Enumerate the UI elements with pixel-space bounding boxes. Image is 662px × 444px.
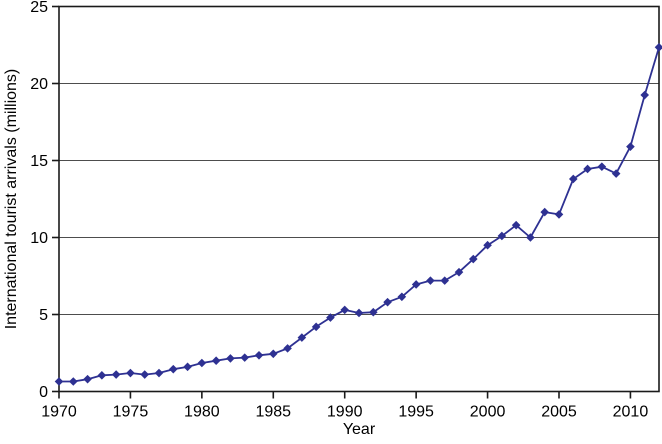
data-point-marker — [311, 322, 321, 332]
x-tick-label: 1970 — [41, 404, 77, 421]
data-point-marker — [454, 267, 464, 277]
y-axis-title: International tourist arrivals (millions… — [3, 69, 20, 330]
x-tick-label: 1995 — [398, 404, 434, 421]
plot-border — [58, 5, 660, 393]
data-point-marker — [354, 308, 364, 318]
x-tick-label: 2005 — [541, 404, 577, 421]
data-point-marker — [68, 377, 78, 386]
data-point-marker — [540, 207, 550, 217]
plot-area: 0 5 10 15 20 25 1970 1975 1980 1985 1990 1995 2000 20… — [30, 0, 662, 421]
x-tick-label: 1980 — [184, 404, 220, 421]
data-point-marker — [626, 142, 635, 151]
data-point-marker — [183, 362, 192, 372]
data-point-marker — [268, 349, 278, 359]
y-tick-label: 15 — [30, 153, 48, 170]
y-tick-label: 20 — [30, 76, 48, 93]
data-point-marker — [526, 233, 535, 242]
data-point-marker — [554, 210, 564, 219]
y-tick-label: 25 — [30, 0, 48, 16]
data-point-marker — [54, 377, 64, 386]
data-point-marker — [468, 254, 478, 264]
data-point-marker — [254, 351, 264, 360]
x-tick-label: 1990 — [327, 404, 363, 421]
data-point-marker — [611, 169, 621, 178]
data-point-marker — [640, 90, 650, 100]
data-point-marker — [283, 344, 292, 353]
data-point-marker — [240, 353, 250, 362]
data-point-marker — [297, 333, 307, 342]
data-point-marker — [326, 313, 335, 322]
data-point-marker — [411, 280, 421, 289]
x-tick-label: 1985 — [255, 404, 291, 421]
y-tick-label: 10 — [30, 230, 48, 247]
data-point-marker — [126, 368, 135, 378]
data-point-marker — [368, 307, 378, 317]
data-point-marker — [211, 356, 221, 365]
data-point-marker — [340, 305, 350, 315]
data-series-line — [59, 47, 660, 383]
data-point-marker — [111, 370, 121, 379]
data-point-marker — [597, 162, 607, 171]
data-point-marker — [654, 43, 662, 52]
data-point-marker — [483, 240, 492, 250]
data-point-marker — [226, 354, 235, 363]
data-point-marker — [426, 276, 435, 285]
data-point-marker — [440, 276, 450, 285]
data-point-marker — [154, 368, 164, 378]
x-tick-label: 2000 — [470, 404, 506, 421]
data-point-marker — [197, 358, 207, 368]
x-tick-label: 2010 — [613, 404, 649, 421]
data-point-marker — [583, 164, 592, 174]
y-tick-label: 5 — [39, 307, 48, 324]
data-point-marker — [168, 364, 178, 374]
data-point-marker — [83, 374, 92, 384]
data-point-marker — [568, 174, 578, 184]
data-point-marker — [511, 220, 521, 230]
data-point-marker — [140, 370, 150, 379]
data-point-marker — [383, 297, 392, 307]
x-tick-label: 1975 — [113, 404, 149, 421]
x-axis-title: Year — [343, 421, 376, 438]
data-point-marker — [97, 371, 107, 380]
y-tick-label: 0 — [39, 384, 48, 401]
data-point-marker — [397, 292, 407, 302]
data-point-marker — [497, 231, 507, 241]
